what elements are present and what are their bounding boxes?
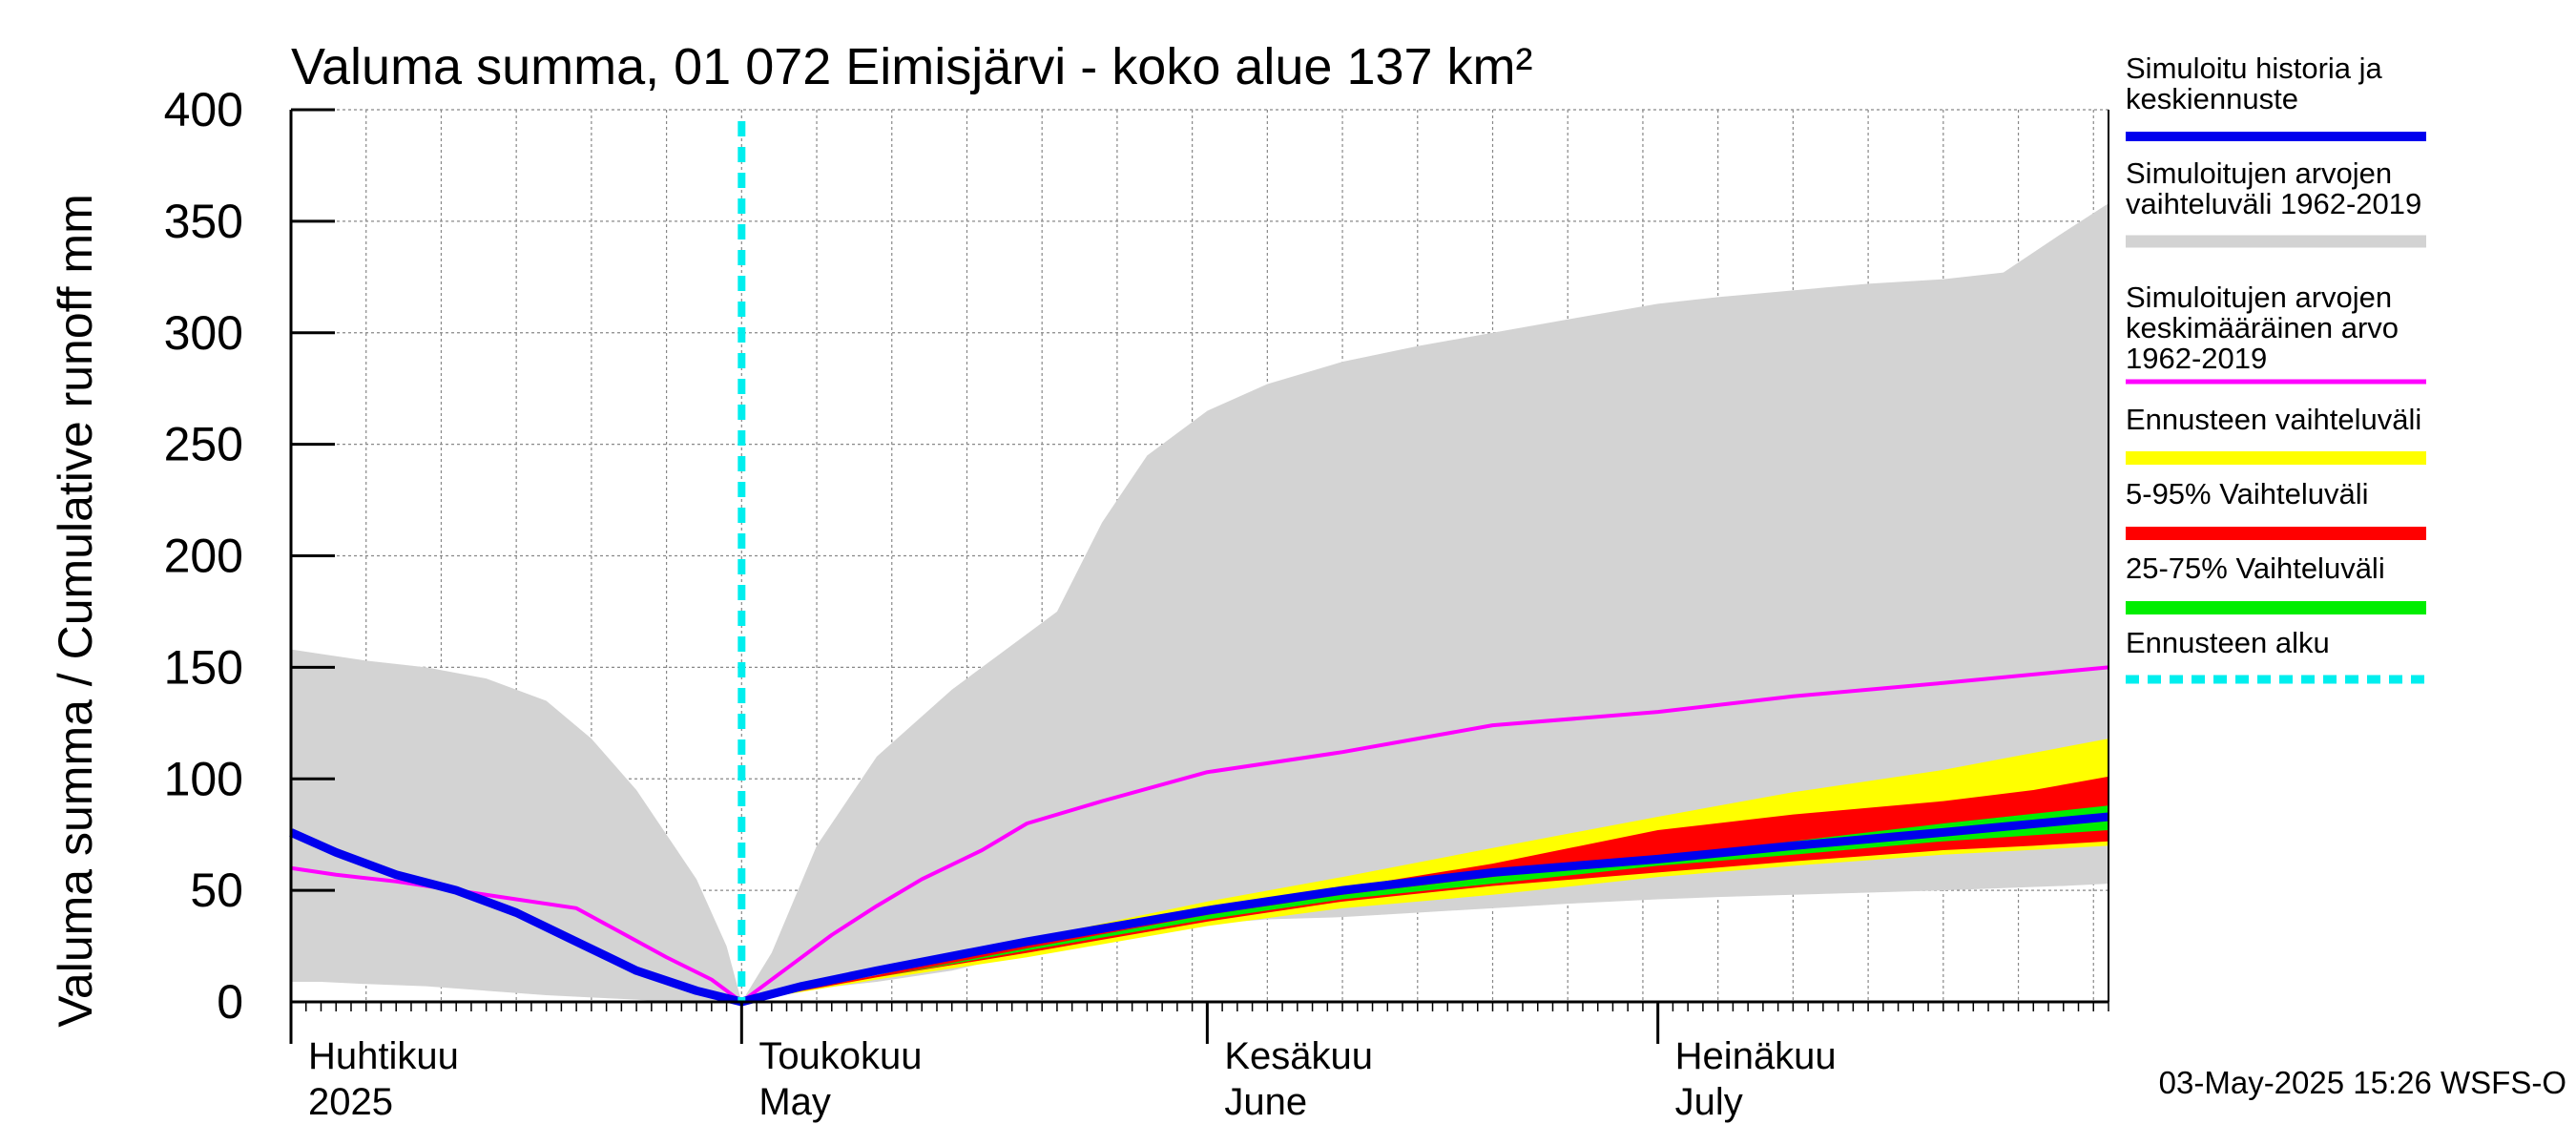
- legend-label: vaihteluväli 1962-2019: [2126, 187, 2421, 220]
- y-tick-label: 150: [164, 640, 243, 694]
- x-month-sublabel: June: [1224, 1081, 1307, 1123]
- legend-label: 25-75% Vaihteluväli: [2126, 552, 2385, 585]
- legend-label: 1962-2019: [2126, 342, 2267, 375]
- x-month-label: Toukokuu: [758, 1035, 922, 1077]
- y-tick-label: 250: [164, 418, 243, 471]
- x-month-label: Huhtikuu: [308, 1035, 459, 1077]
- y-tick-label: 200: [164, 530, 243, 583]
- x-month-sublabel: 2025: [308, 1081, 393, 1123]
- band-25-75-vaihteluv-li: [741, 805, 2109, 1002]
- legend-label: Simuloitujen arvojen: [2126, 281, 2392, 314]
- y-axis-label: Valuma summa / Cumulative runoff mm: [49, 194, 102, 1027]
- y-tick-label: 100: [164, 752, 243, 805]
- x-month-sublabel: May: [758, 1081, 831, 1123]
- y-tick-label: 0: [217, 975, 243, 1029]
- y-tick-label: 50: [190, 864, 243, 917]
- x-month-label: Kesäkuu: [1224, 1035, 1373, 1077]
- legend-label: Ennusteen alku: [2126, 626, 2330, 659]
- y-tick-label: 350: [164, 195, 243, 248]
- line-simuloitujen-arvojen-keskim-r-inen-arvo-1962-2019: [290, 665, 2109, 1004]
- legend-label: keskiennuste: [2126, 82, 2298, 115]
- legend-label: Simuloitu historia ja: [2126, 52, 2383, 85]
- x-month-label: Heinäkuu: [1675, 1035, 1837, 1077]
- chart-title: Valuma summa, 01 072 Eimisjärvi - koko a…: [291, 38, 1533, 95]
- timestamp-label: 03-May-2025 15:26 WSFS-O: [2159, 1065, 2566, 1100]
- band-simuloitujen-arvojen-vaihteluv-li-1962-2019: [291, 203, 2109, 1003]
- line-simuloitu-historia-ja-keskiennuste: [289, 812, 2109, 1007]
- legend-label: Ennusteen vaihteluväli: [2126, 403, 2421, 436]
- range-bands: [291, 203, 2109, 1003]
- x-month-sublabel: July: [1675, 1081, 1743, 1123]
- legend-label: Simuloitujen arvojen: [2126, 156, 2392, 190]
- legend-label: keskimääräinen arvo: [2126, 311, 2399, 344]
- y-tick-label: 300: [164, 306, 243, 360]
- legend-label: 5-95% Vaihteluväli: [2126, 477, 2368, 510]
- y-tick-label: 400: [164, 83, 243, 136]
- series-lines: [289, 121, 2109, 1007]
